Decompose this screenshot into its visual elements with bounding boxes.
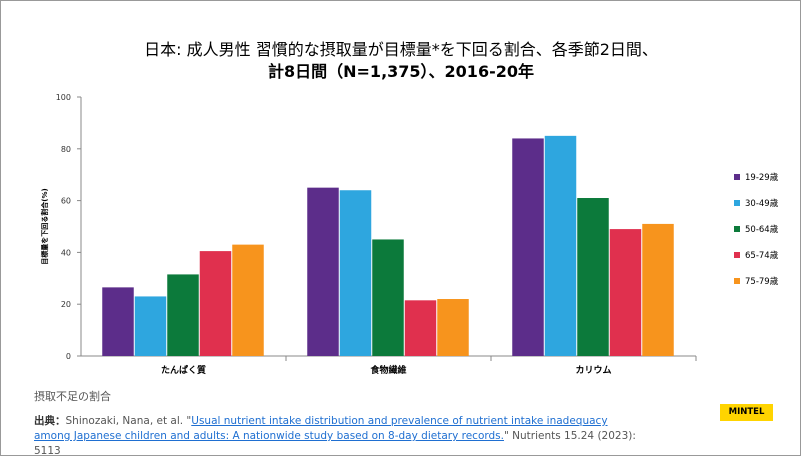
legend-swatch bbox=[734, 226, 740, 232]
legend-label: 30-49歳 bbox=[745, 198, 779, 209]
bar-50-64歳-カリウム bbox=[577, 198, 609, 356]
source-link[interactable]: Usual nutrient intake distribution and p… bbox=[34, 415, 608, 442]
bar-19-29歳-たんぱく質 bbox=[102, 287, 134, 356]
bar-19-29歳-食物繊維 bbox=[307, 187, 339, 356]
y-tick-label: 80 bbox=[61, 145, 71, 154]
y-tick-label: 100 bbox=[56, 93, 71, 102]
chart-note: 摂取不足の割合 bbox=[34, 390, 111, 403]
legend-label: 65-74歳 bbox=[745, 250, 779, 261]
mintel-logo: MINTEL bbox=[720, 404, 773, 421]
x-tick-label: 食物繊維 bbox=[369, 364, 406, 376]
y-tick-label: 0 bbox=[66, 352, 71, 361]
bar-75-79歳-たんぱく質 bbox=[232, 244, 264, 356]
x-tick-label: たんぱく質 bbox=[161, 364, 206, 376]
legend-swatch bbox=[734, 252, 740, 258]
y-tick-label: 20 bbox=[61, 300, 71, 309]
legend-label: 19-29歳 bbox=[745, 172, 779, 183]
y-tick-label: 40 bbox=[61, 248, 71, 257]
source-citation: 出典：Shinozaki, Nana, et al. "Usual nutrie… bbox=[34, 414, 644, 456]
title-line-2: 計8日間（N=1,375）、2016-20年 bbox=[268, 62, 534, 81]
x-tick-label: カリウム bbox=[575, 365, 611, 376]
legend-swatch bbox=[734, 174, 740, 180]
bar-65-74歳-食物繊維 bbox=[404, 300, 437, 356]
legend-label: 75-79歳 bbox=[745, 276, 779, 287]
chart-title: 日本: 成人男性 習慣的な摂取量が目標量*を下回る割合、各季節2日間、 計8日間… bbox=[101, 39, 701, 83]
bar-30-49歳-食物繊維 bbox=[339, 190, 372, 356]
legend-label: 50-64歳 bbox=[745, 224, 779, 235]
bar-75-79歳-カリウム bbox=[642, 223, 674, 356]
bar-30-49歳-カリウム bbox=[544, 135, 577, 356]
bar-19-29歳-カリウム bbox=[512, 138, 544, 356]
bar-50-64歳-たんぱく質 bbox=[167, 274, 199, 356]
bar-65-74歳-カリウム bbox=[609, 229, 642, 356]
y-axis-label: 目標量を下回る割合(%) bbox=[40, 188, 49, 264]
source-tail: " Nutrients 15.24 (2023): 5113 bbox=[34, 430, 636, 456]
source-label: 出典： bbox=[34, 415, 66, 427]
title-line-1: 日本: 成人男性 習慣的な摂取量が目標量*を下回る割合、各季節2日間、 bbox=[144, 40, 658, 59]
bar-75-79歳-食物繊維 bbox=[437, 299, 469, 356]
legend-swatch bbox=[734, 200, 740, 206]
bar-50-64歳-食物繊維 bbox=[372, 239, 404, 356]
source-authors: Shinozaki, Nana, et al. " bbox=[65, 415, 192, 427]
bar-65-74歳-たんぱく質 bbox=[199, 251, 232, 356]
bar-30-49歳-たんぱく質 bbox=[134, 296, 167, 356]
bar-chart: 0 20 40 60 80 100 目標量を下回る割合(%) たんぱく質 食物繊維 カリウム 19-… bbox=[40, 93, 779, 376]
legend-swatch bbox=[734, 278, 740, 284]
y-tick-label: 60 bbox=[61, 197, 71, 206]
